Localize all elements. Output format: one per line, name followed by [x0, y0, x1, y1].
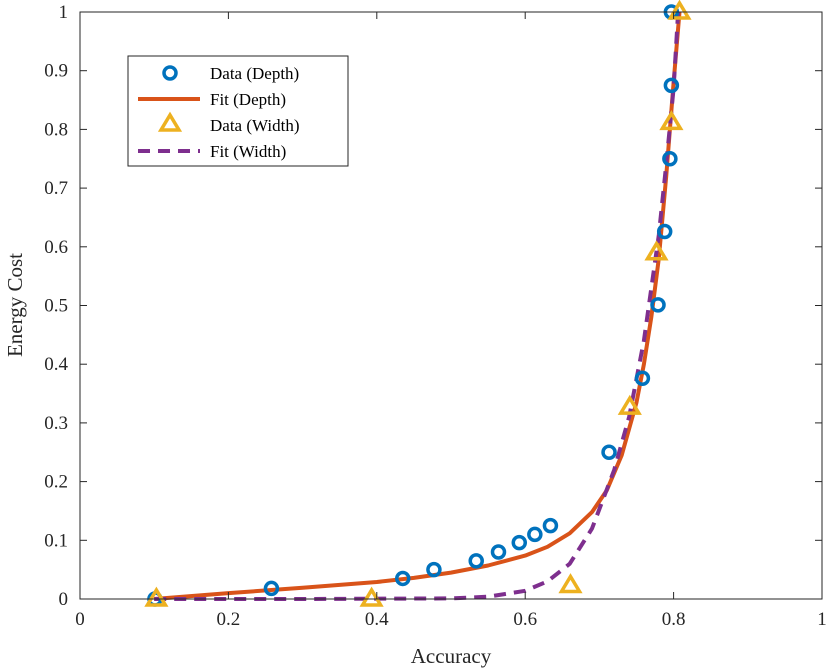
x-tick-label: 0.6 — [513, 609, 537, 630]
data-point-data-depth — [490, 544, 507, 560]
x-tick-label: 0.8 — [662, 609, 686, 630]
data-point-data-depth — [601, 444, 617, 460]
data-point-data-width — [644, 240, 669, 261]
legend-marker-data-width — [157, 111, 183, 132]
legend-label-fit-depth: Fit (Depth) — [210, 90, 286, 109]
y-tick-label: 0.2 — [44, 472, 68, 493]
y-tick-label: 1 — [59, 2, 69, 23]
legend-label-data-depth: Data (Depth) — [210, 64, 299, 83]
data-point-data-depth — [468, 553, 484, 569]
x-tick-label: 0.4 — [365, 609, 389, 630]
y-tick-label: 0 — [59, 589, 69, 610]
data-point-data-width — [359, 586, 384, 607]
x-axis-title: Accuracy — [411, 644, 492, 668]
data-point-data-depth — [395, 570, 411, 587]
data-point-data-width — [617, 394, 642, 415]
y-tick-label: 0.4 — [44, 354, 68, 375]
x-tick-label: 0 — [75, 609, 85, 630]
data-point-data-depth — [656, 223, 673, 240]
data-point-data-depth — [662, 151, 678, 167]
series-line-fit-depth — [154, 11, 682, 601]
data-point-data-width — [144, 586, 169, 607]
y-tick-label: 0.5 — [44, 296, 68, 317]
data-point-data-depth — [650, 297, 666, 313]
data-point-data-depth — [542, 517, 559, 534]
data-point-data-depth — [511, 534, 528, 551]
data-point-data-width — [659, 109, 684, 131]
legend-label-fit-width: Fit (Width) — [210, 142, 286, 161]
axes-ticks: 0 0.2 0.4 0.6 0.8 1 0 0.1 0.2 0.3 0.4 0.5 0.6 0.7 0.8 0… — [44, 2, 827, 630]
legend-marker-data-depth — [162, 65, 178, 81]
legend: Data (Depth) Fit (Depth) Data (Width) Fi… — [127, 55, 349, 167]
y-tick-label: 0.6 — [44, 237, 68, 258]
y-tick-label: 0.7 — [44, 178, 68, 199]
x-tick-label: 1 — [817, 609, 827, 630]
data-point-data-width — [667, 0, 692, 20]
y-tick-label: 0.9 — [44, 61, 68, 82]
legend-label-data-width: Data (Width) — [210, 116, 299, 135]
series-line-fit-width — [154, 11, 681, 601]
y-tick-label: 0.3 — [44, 413, 68, 434]
data-point-data-width — [558, 573, 583, 594]
data-point-data-depth — [634, 370, 651, 387]
data-point-data-depth — [527, 526, 543, 543]
data-point-data-depth — [263, 580, 280, 597]
data-point-data-depth — [426, 561, 442, 578]
data-point-data-depth — [663, 77, 680, 94]
y-tick-label: 0.8 — [44, 119, 68, 140]
y-axis-title: Energy Cost — [3, 253, 27, 357]
x-tick-label: 0.2 — [217, 609, 241, 630]
y-tick-label: 0.1 — [44, 530, 68, 551]
